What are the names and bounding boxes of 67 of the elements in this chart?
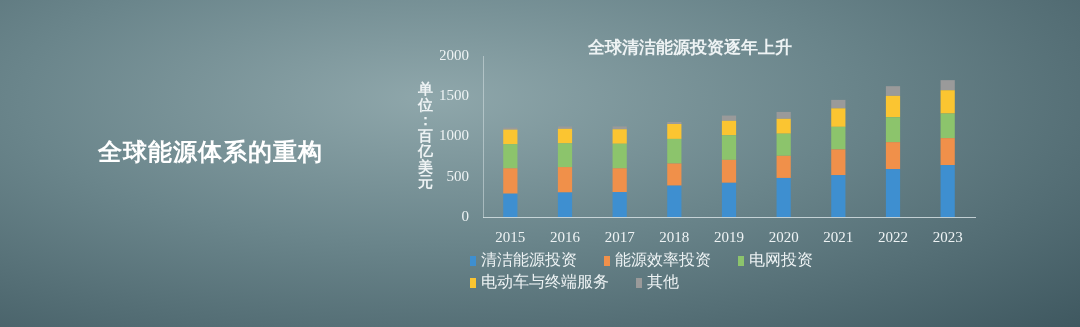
bar xyxy=(940,80,955,91)
bar xyxy=(557,167,573,193)
bar xyxy=(776,177,791,217)
bar xyxy=(776,133,791,156)
bar xyxy=(831,126,846,150)
bar xyxy=(503,127,518,130)
bar xyxy=(612,126,627,130)
text: 全球能源体系的重构 xyxy=(98,137,323,168)
bar xyxy=(940,165,955,217)
bar xyxy=(885,86,901,96)
bar xyxy=(557,126,573,129)
bar xyxy=(503,144,518,169)
bar xyxy=(557,192,573,217)
bar xyxy=(721,115,737,121)
bar xyxy=(721,135,737,160)
bar xyxy=(557,128,573,144)
bar xyxy=(776,111,791,119)
x-tick-label: 2016 xyxy=(550,228,581,245)
bar xyxy=(612,129,627,144)
bar xyxy=(612,143,627,169)
x-tick-label: 2018 xyxy=(659,228,690,245)
y-tick-label: 500 xyxy=(446,167,469,184)
legend-label: 电网投资 xyxy=(749,250,813,270)
bar xyxy=(503,168,518,194)
x-tick-label: 2021 xyxy=(823,228,854,245)
bar xyxy=(721,182,737,217)
bar xyxy=(885,117,901,143)
x-tick-label: 2023 xyxy=(932,228,963,245)
bar xyxy=(885,142,901,170)
bar xyxy=(831,99,846,109)
bar xyxy=(667,124,682,139)
bar xyxy=(776,118,791,134)
bar xyxy=(721,159,737,183)
y-tick-label: 1500 xyxy=(439,87,469,104)
bar xyxy=(776,155,791,178)
bar xyxy=(940,90,955,114)
bar xyxy=(612,192,627,217)
y-tick-label: 1000 xyxy=(439,127,469,144)
bar xyxy=(885,169,901,217)
bar xyxy=(503,193,518,217)
x-tick-label: 2015 xyxy=(495,228,526,245)
chart-title: 全球清洁能源投资逐年上升 xyxy=(587,37,792,58)
bar xyxy=(831,149,846,176)
bar xyxy=(831,175,846,217)
bar xyxy=(940,113,955,139)
bar xyxy=(667,163,682,186)
legend-label: 其他 xyxy=(647,272,679,292)
legend-label: 能源效率投资 xyxy=(615,250,711,270)
legend-label: 清洁能源投资 xyxy=(481,250,577,270)
legend-label: 电动车与终端服务 xyxy=(481,272,609,292)
x-tick-label: 2017 xyxy=(604,228,636,245)
bar xyxy=(503,129,518,145)
bar xyxy=(667,122,682,125)
y-axis-title: 单位：百亿美元 xyxy=(416,80,434,192)
bar xyxy=(831,108,846,127)
x-tick-label: 2019 xyxy=(714,228,744,245)
bar xyxy=(667,138,682,164)
bar xyxy=(721,120,737,136)
y-tick-label: 2000 xyxy=(439,46,469,63)
bar xyxy=(667,185,682,217)
bar xyxy=(612,168,627,193)
bar xyxy=(940,138,955,166)
y-tick-label: 0 xyxy=(461,207,469,224)
bar xyxy=(885,95,901,118)
bar xyxy=(557,143,573,168)
x-tick-label: 2022 xyxy=(878,228,908,245)
x-tick-label: 2020 xyxy=(768,228,799,245)
